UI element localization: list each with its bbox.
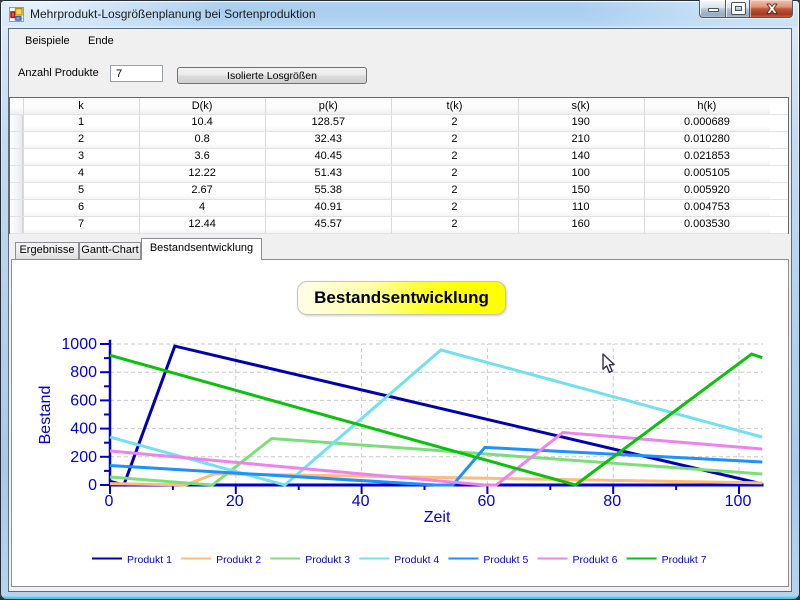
svg-text:Produkt 7: Produkt 7	[662, 554, 707, 566]
svg-text:40: 40	[352, 493, 370, 510]
svg-text:Produkt 3: Produkt 3	[305, 554, 350, 566]
svg-text:Produkt 1: Produkt 1	[127, 554, 172, 566]
svg-text:Zeit: Zeit	[424, 509, 451, 526]
svg-text:Produkt 6: Produkt 6	[573, 554, 618, 566]
svg-text:Produkt 2: Produkt 2	[216, 554, 261, 566]
svg-text:0: 0	[105, 493, 114, 510]
svg-text:1000: 1000	[61, 336, 97, 353]
svg-text:0: 0	[88, 477, 97, 494]
svg-text:80: 80	[603, 493, 621, 510]
svg-text:60: 60	[478, 493, 496, 510]
svg-text:800: 800	[70, 364, 97, 381]
svg-text:Bestand: Bestand	[37, 386, 54, 445]
svg-text:Produkt 4: Produkt 4	[394, 554, 439, 566]
svg-text:Produkt 5: Produkt 5	[483, 554, 528, 566]
svg-text:400: 400	[70, 421, 97, 438]
svg-text:100: 100	[725, 493, 752, 510]
svg-text:600: 600	[70, 392, 97, 409]
svg-text:20: 20	[226, 493, 244, 510]
svg-text:200: 200	[70, 449, 97, 466]
